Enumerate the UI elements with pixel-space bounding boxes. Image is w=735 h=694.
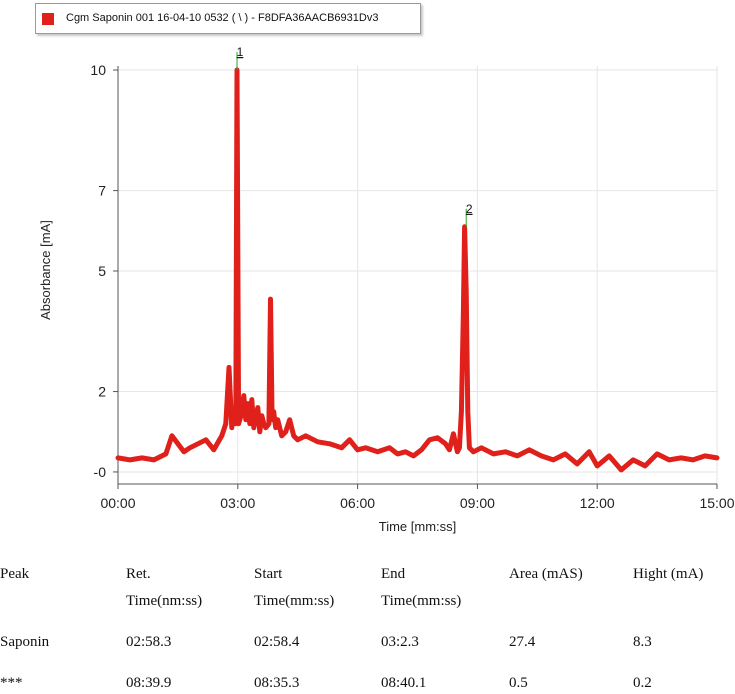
table-header: Time(mm:ss): [254, 593, 335, 609]
x-tick-label: 12:00: [580, 495, 615, 511]
legend-swatch: [42, 13, 54, 25]
table-cell: Saponin: [0, 634, 50, 650]
table-cell: 02:58.3: [126, 634, 172, 650]
series-line: [115, 67, 720, 473]
table-header: Time(mm:ss): [381, 593, 462, 609]
x-tick-label: 09:00: [460, 495, 495, 511]
table-cell: 08:39.9: [126, 675, 172, 691]
table-header: Area (mAS): [509, 566, 583, 582]
table-cell: 08:35.3: [254, 675, 300, 691]
table-cell: 08:40.1: [381, 675, 427, 691]
table-header: Time(nm:ss): [126, 593, 203, 609]
y-tick-label: 2: [98, 384, 106, 400]
x-tick-label: 15:00: [699, 495, 734, 511]
x-tick-label: 06:00: [340, 495, 375, 511]
x-tick-label: 03:00: [220, 495, 255, 511]
y-axis-title: Absorbance [mA]: [38, 220, 53, 320]
table-cell: 8.3: [633, 634, 652, 650]
x-axis-title: Time [mm:ss]: [379, 519, 457, 534]
y-tick-label: 10: [90, 62, 106, 78]
table-header: Ret.: [126, 566, 151, 582]
table-header: Hight (mA): [633, 566, 704, 582]
peak-label: 2: [466, 202, 473, 216]
chromatogram-chart: 00:00 03:00 06:00 09:00 12:00 15:00 -0 2 5 7 10 Tim…: [38, 45, 735, 534]
table-cell: 03:2.3: [381, 634, 419, 650]
table-cell: 27.4: [509, 634, 536, 650]
table-cell: 0.2: [633, 675, 652, 691]
y-tick-label: 5: [98, 263, 106, 279]
y-tick-label: 7: [98, 183, 106, 199]
table-header: End: [381, 566, 406, 582]
table-header: Start: [254, 566, 283, 582]
table-cell: ***: [0, 675, 23, 691]
peak-label: 1: [237, 45, 244, 59]
x-tick-label: 00:00: [100, 495, 135, 511]
table-cell: 02:58.4: [254, 634, 300, 650]
y-tick-label: -0: [94, 464, 107, 480]
legend: Cgm Saponin 001 16-04-10 0532 ( \ ) - F8…: [35, 3, 421, 34]
table-header: Peak: [0, 566, 30, 582]
table-cell: 0.5: [509, 675, 528, 691]
legend-label: Cgm Saponin 001 16-04-10 0532 ( \ ) - F8…: [66, 12, 379, 24]
